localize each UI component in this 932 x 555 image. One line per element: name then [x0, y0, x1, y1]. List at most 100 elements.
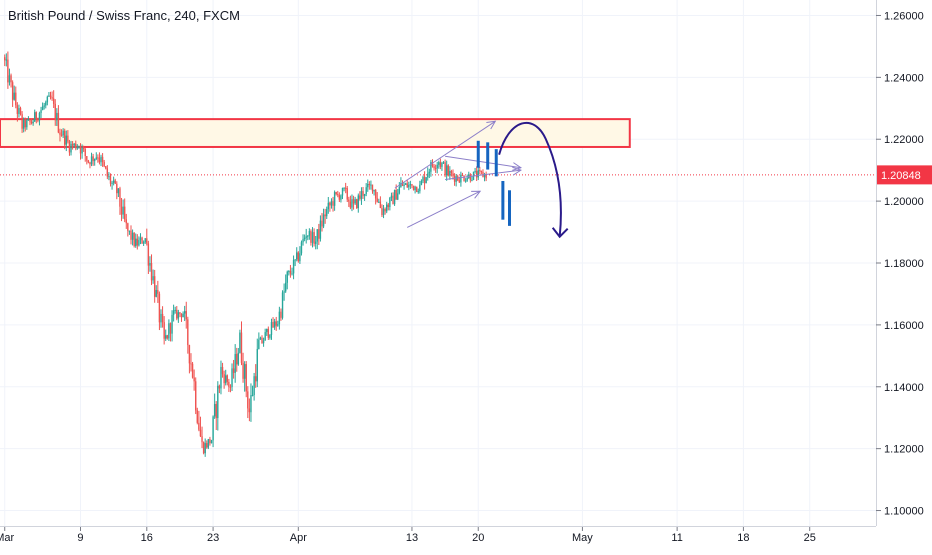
candle-body [240, 332, 243, 363]
candle [324, 208, 326, 224]
candle-body [90, 156, 93, 165]
candle [176, 306, 178, 321]
candle-body [300, 242, 303, 254]
candle [417, 188, 419, 194]
candle [212, 415, 214, 448]
candle-body [302, 239, 304, 243]
candle-body [40, 110, 42, 114]
candle [155, 285, 157, 298]
candle [190, 353, 192, 372]
candle-body [338, 195, 341, 200]
price-axis: 1.26000 1.24000 1.22000 1.20000 1.18000 1.160… [876, 10, 924, 518]
candle-body [100, 156, 102, 163]
candle [165, 329, 167, 341]
candle-body [29, 119, 31, 122]
candle-body [316, 229, 318, 242]
price-tick-label: 1.16000 [884, 320, 924, 332]
candle [425, 176, 427, 184]
chart-title: British Pound / Swiss Franc, 240, FXCM [8, 8, 240, 23]
candle [243, 361, 246, 392]
candle [387, 202, 389, 211]
candle-body [393, 190, 396, 205]
candle-body [349, 201, 352, 208]
candle-body [160, 313, 162, 323]
candle-body [313, 232, 315, 244]
candle [468, 171, 470, 179]
candle [415, 186, 418, 193]
time-tick-label: 20 [472, 532, 484, 544]
candle-body [123, 206, 126, 220]
candle [52, 90, 55, 109]
candle [438, 160, 440, 169]
candle-body [450, 170, 453, 174]
candle-body [38, 113, 41, 121]
candle [408, 181, 410, 191]
candle-body [111, 182, 113, 184]
candle-body [417, 191, 419, 193]
candle-body [354, 199, 356, 204]
candle-body [373, 189, 375, 192]
candle-body [379, 201, 382, 208]
candle [89, 161, 91, 169]
candle-body [314, 241, 317, 244]
candle [266, 328, 268, 336]
candle-body [101, 156, 104, 162]
candle [318, 223, 320, 245]
price-tick-label: 1.10000 [884, 506, 924, 518]
candle-body [82, 147, 85, 149]
candle-body [303, 237, 306, 240]
candle-body [411, 184, 413, 186]
candle [108, 172, 110, 181]
candle-body [256, 348, 258, 382]
channel-line [406, 190, 482, 228]
candle-body [18, 108, 20, 114]
candle-body [400, 182, 402, 188]
candle-body [370, 184, 372, 186]
price-tick-label: 1.12000 [884, 444, 924, 456]
candle-body [163, 322, 165, 339]
candle-body [386, 204, 388, 212]
candle [292, 255, 295, 280]
candle [198, 410, 200, 432]
candle [289, 264, 292, 278]
candle [420, 179, 423, 186]
candle-body [351, 199, 353, 208]
candle-body [425, 177, 427, 184]
candle [97, 154, 99, 163]
candle [327, 196, 330, 214]
candle [45, 100, 47, 109]
candle-body [414, 186, 416, 191]
candle-body [469, 174, 472, 181]
candle [86, 155, 88, 165]
candle-body [112, 180, 115, 183]
candle [303, 234, 306, 242]
candle [359, 191, 361, 201]
candle-body [333, 192, 336, 206]
candle-body [108, 176, 110, 178]
candle [299, 246, 301, 264]
candle-body [106, 168, 109, 177]
candle [464, 178, 467, 183]
candle-body [346, 188, 348, 200]
candle-body [239, 332, 241, 353]
candle [343, 187, 345, 192]
candle-body [330, 201, 333, 206]
candle [51, 91, 53, 101]
candle-body [187, 319, 189, 346]
candle-body [310, 231, 312, 243]
candle-body [341, 187, 344, 196]
candle-body [458, 180, 461, 183]
candle-body [460, 174, 462, 183]
candle-body [147, 243, 150, 266]
candle [461, 172, 464, 177]
candle [94, 158, 96, 166]
candle [106, 165, 109, 180]
candle [373, 189, 375, 196]
candle-body [223, 374, 225, 384]
candle [474, 167, 476, 174]
time-axis: Mar 9 16 23 Apr 13 20 May 11 18 25 [0, 527, 816, 544]
candle [352, 195, 355, 210]
candle [273, 318, 276, 330]
